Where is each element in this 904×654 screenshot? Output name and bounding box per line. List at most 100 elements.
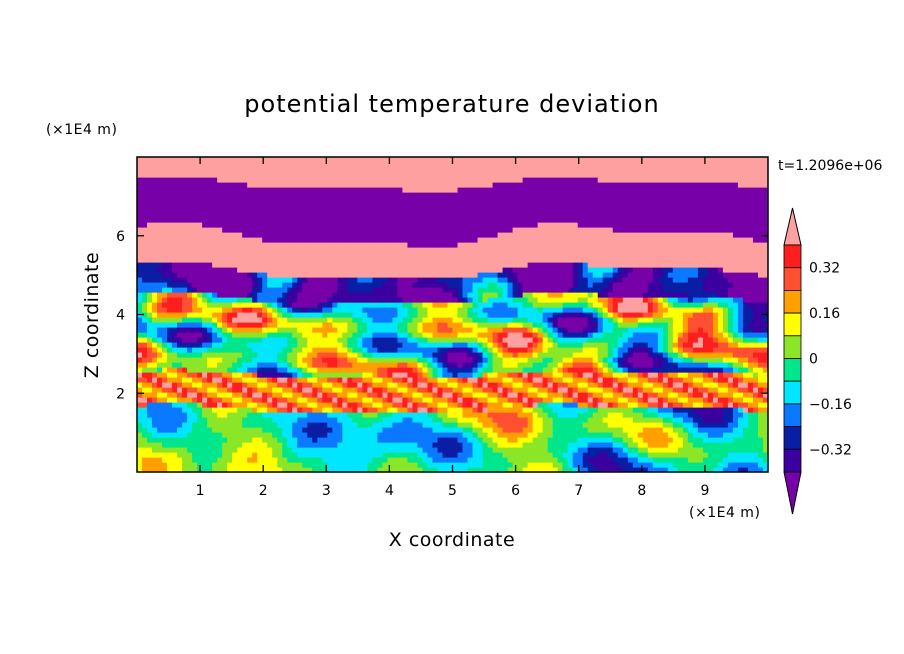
heatmap-cell [617,432,624,438]
heatmap-cell [547,462,554,468]
heatmap-cell [482,282,489,288]
heatmap-cell [532,292,539,298]
heatmap-cell [492,452,499,458]
heatmap-cell [187,272,193,278]
heatmap-cell [762,462,768,468]
heatmap-cell [742,412,749,418]
heatmap-cell [472,292,479,298]
heatmap-cell [137,452,143,458]
heatmap-cell [437,437,444,443]
heatmap-cell [147,427,153,433]
heatmap-cell [332,277,338,283]
heatmap-cell [312,287,318,293]
heatmap-cell [747,312,754,318]
heatmap-cell [207,302,213,308]
heatmap-cell [417,452,424,458]
heatmap-cell [757,337,764,343]
heatmap-cell [297,287,303,293]
heatmap-cell [457,337,464,343]
heatmap-cell [332,397,338,403]
heatmap-cell [447,407,454,413]
heatmap-cell [187,342,193,348]
heatmap-cell [577,292,584,298]
heatmap-cell [612,417,619,423]
heatmap-cell [692,447,699,453]
heatmap-cell [302,297,308,303]
heatmap-cell [497,427,504,433]
heatmap-cell [487,437,494,443]
heatmap-cell [267,467,273,472]
heatmap-cell [177,382,183,388]
heatmap-cell [657,452,664,458]
heatmap-cell [662,397,669,403]
heatmap-cell [717,437,724,443]
heatmap-cell [672,402,679,408]
heatmap-cell [537,397,544,403]
heatmap-cell [302,452,308,458]
heatmap-cell [357,457,363,463]
heatmap-cell [707,292,714,298]
heatmap-cell [312,292,318,298]
heatmap-cell [452,292,459,298]
heatmap-cell [442,327,449,333]
heatmap-cell [372,297,378,303]
heatmap-cell [662,447,669,453]
heatmap-cell [537,297,544,303]
heatmap-cell [537,292,544,298]
heatmap-cell [702,412,709,418]
heatmap-cell [652,412,659,418]
heatmap-cell [472,397,479,403]
heatmap-cell [167,412,173,418]
heatmap-cell [642,467,649,472]
heatmap-cell [622,317,629,323]
heatmap-cell [687,412,694,418]
heatmap-cell [677,462,684,468]
heatmap-cell [372,382,378,388]
heatmap-cell [172,447,178,453]
heatmap-cell [737,402,744,408]
heatmap-cell [502,367,509,373]
heatmap-cell [652,387,659,393]
heatmap-cell [727,447,734,453]
heatmap-cell [617,282,624,288]
heatmap-cell [597,437,604,443]
heatmap-cell [352,427,358,433]
heatmap-cell [622,327,629,333]
heatmap-cell [262,402,268,408]
heatmap-cell [562,412,569,418]
heatmap-cell [152,377,158,383]
heatmap-cell [627,347,634,353]
heatmap-cell [727,367,734,373]
heatmap-cell [722,342,729,348]
heatmap-cell [257,367,263,373]
heatmap-cell [492,442,499,448]
heatmap-cell [712,317,719,323]
heatmap-cell [737,432,744,438]
heatmap-cell [507,437,514,443]
heatmap-cell [177,362,183,368]
heatmap-cell [297,307,303,313]
heatmap-cell [617,442,624,448]
heatmap-cell [292,417,298,423]
heatmap-cell [712,327,719,333]
heatmap-cell [742,397,749,403]
heatmap-cell [527,422,534,428]
heatmap-cell [387,317,394,323]
heatmap-cell [272,317,278,323]
heatmap-cell [647,447,654,453]
heatmap-cell [297,457,303,463]
heatmap-cell [467,437,474,443]
heatmap-cell [732,317,739,323]
heatmap-cell [577,367,584,373]
heatmap-cell [197,327,203,333]
heatmap-cell [527,357,534,363]
heatmap-cell [442,317,449,323]
heatmap-cell [162,457,168,463]
heatmap-cell [342,337,348,343]
heatmap-cell [482,317,489,323]
heatmap-cell [267,352,273,358]
heatmap-cell [702,407,709,413]
heatmap-cell [427,442,434,448]
heatmap-cell [407,347,414,353]
heatmap-cell [487,402,494,408]
